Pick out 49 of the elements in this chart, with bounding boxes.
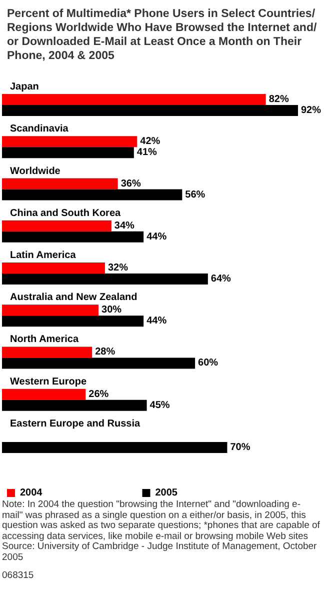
source-note: Source: University of Cambridge - Judge Institute of Management, October 2005 [2, 541, 318, 563]
data-label: 56% [185, 189, 206, 200]
bar [2, 105, 298, 116]
data-label: 41% [136, 147, 158, 158]
text: Note: In 2004 the question "browsing the Internet" and "downloading e-mail" was phrased as a single question on a either/or basis, in 2005, this question was asked as two separate questions; *phones that are capable of accessing data services, like mobile e-mail or browsing mobile Web sites [2, 499, 320, 542]
data-label: 44% [146, 231, 167, 242]
data-label: 34% [114, 220, 135, 232]
legend-label: 2004 [20, 488, 43, 498]
bar [2, 136, 138, 148]
bar [2, 262, 105, 274]
data-label: 64% [210, 274, 232, 284]
data-label: 26% [88, 388, 109, 400]
bar [2, 220, 112, 232]
data-label: 70% [230, 442, 250, 453]
data-label: 30% [102, 304, 122, 316]
data-label: 36% [120, 178, 141, 190]
bar [2, 304, 99, 316]
bar [2, 358, 196, 369]
y-tick-label: Scandinavia [10, 124, 69, 135]
chart-title: Percent of Multimedia* Phone Users in Select Countries/Regions Worldwide Who Have Browsed the Internet and/or Downloaded E-Mail at Least Once a Month on Their Phone, 2004 & 2005 [7, 8, 318, 62]
y-tick-label: Japan [10, 82, 39, 93]
data-label: 92% [301, 105, 322, 116]
data-label: 82% [268, 94, 289, 106]
bar [2, 94, 266, 106]
y-tick-label: Australia and New Zealand [10, 292, 138, 304]
y-tick-label: Worldwide [10, 166, 61, 177]
data-label: 60% [198, 358, 218, 369]
data-label: 28% [95, 346, 116, 358]
bar [2, 346, 92, 358]
data-label: 42% [140, 136, 160, 148]
data-label: 44% [146, 316, 167, 327]
y-tick-label: North America [10, 334, 79, 346]
text: 068315 [2, 570, 35, 582]
bar [2, 442, 228, 453]
bar [2, 231, 144, 242]
data-label: 32% [108, 262, 128, 274]
bar [2, 388, 86, 400]
bar [2, 274, 208, 284]
bar [2, 189, 182, 200]
bar [2, 178, 118, 190]
bar [2, 147, 134, 158]
data-label: 45% [150, 400, 170, 411]
y-tick-label: Latin America [10, 250, 76, 261]
legend-label: 2005 [155, 488, 178, 498]
y-tick-label: Western Europe [10, 376, 87, 388]
bar [2, 400, 147, 411]
y-tick-label: Eastern Europe and Russia [10, 418, 140, 430]
y-tick-label: China and South Korea [10, 208, 121, 219]
bar [2, 316, 144, 327]
